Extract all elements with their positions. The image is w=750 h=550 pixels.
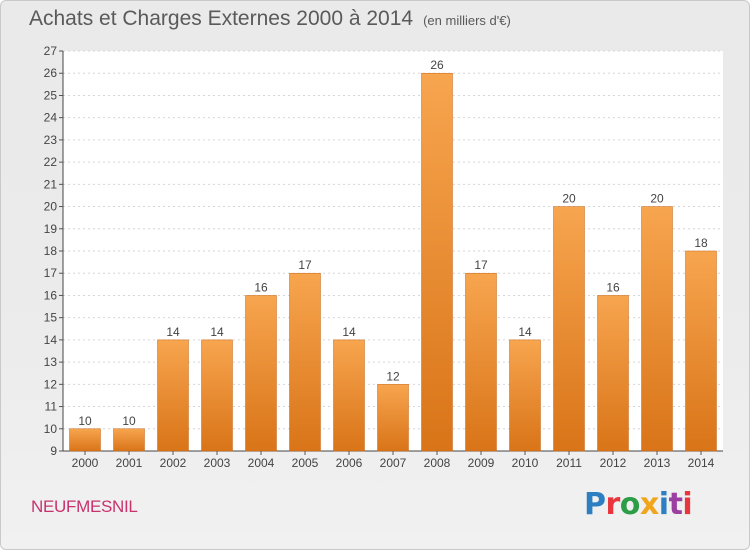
bar-2009: [465, 272, 497, 452]
place-name: NEUFMESNIL: [31, 497, 138, 516]
bar-2013: [641, 206, 673, 452]
value-label-2007: 12: [386, 369, 400, 383]
y-tick-label: 10: [44, 422, 58, 436]
y-tick-label: 27: [44, 44, 58, 58]
y-tick-label: 14: [44, 333, 58, 347]
value-label-2000: 10: [78, 414, 92, 428]
chart-title: Achats et Charges Externes 2000 à 2014 (e…: [29, 7, 511, 31]
x-tick-label-2006: 2006: [336, 456, 363, 470]
x-tick-label-2001: 2001: [116, 456, 143, 470]
bar-2007: [377, 384, 409, 452]
x-tick-label-2009: 2009: [468, 456, 495, 470]
value-label-2012: 16: [606, 280, 620, 294]
y-tick-label: 16: [44, 288, 58, 302]
y-tick-label: 11: [45, 400, 58, 414]
bars: [69, 72, 717, 452]
bar-2003: [201, 339, 233, 452]
proxiti-logo: Proxiti: [584, 487, 693, 522]
logo-letter: r: [605, 487, 621, 522]
x-tick-label-2000: 2000: [72, 456, 99, 470]
value-label-2011: 20: [562, 192, 576, 206]
y-tick-label: 12: [44, 377, 58, 391]
y-tick-label: 21: [44, 177, 58, 191]
x-tick-label-2005: 2005: [292, 456, 319, 470]
bar-2006: [333, 339, 365, 452]
x-tick-label-2012: 2012: [600, 456, 627, 470]
bar-2005: [289, 272, 321, 452]
value-label-2008: 26: [430, 58, 444, 72]
x-tick-label-2010: 2010: [512, 456, 539, 470]
chart-title-text: Achats et Charges Externes 2000 à 2014: [29, 7, 414, 30]
value-label-2002: 14: [166, 325, 180, 339]
y-tick-label: 9: [50, 444, 57, 458]
value-label-2003: 14: [210, 325, 224, 339]
value-label-2005: 17: [298, 258, 312, 272]
x-tick-label-2002: 2002: [160, 456, 187, 470]
logo-letter: t: [668, 487, 683, 522]
y-tick-label: 23: [44, 133, 58, 147]
value-label-2001: 10: [122, 414, 136, 428]
labels: 9 10 11 12 13 14 15 16 17 18 19 20 21 22 23 24 25 26 27 10 2…: [44, 44, 715, 470]
value-label-2010: 14: [518, 325, 532, 339]
x-tick-label-2008: 2008: [424, 456, 451, 470]
y-tick-label: 24: [44, 111, 58, 125]
bar-2012: [597, 295, 629, 452]
bar-2010: [509, 339, 541, 452]
bar-2002: [157, 339, 189, 452]
y-tick-label: 26: [44, 66, 58, 80]
logo-letter: x: [639, 487, 659, 522]
value-label-2004: 16: [254, 280, 268, 294]
value-label-2013: 20: [650, 192, 664, 206]
y-tick-label: 18: [44, 244, 58, 258]
logo-letter: i: [658, 487, 669, 522]
y-tick-label: 22: [44, 155, 58, 169]
y-tick-label: 13: [44, 355, 58, 369]
x-tick-label-2003: 2003: [204, 456, 231, 470]
x-tick-label-2013: 2013: [644, 456, 671, 470]
x-tick-label-2004: 2004: [248, 456, 275, 470]
x-tick-label-2014: 2014: [688, 456, 715, 470]
value-label-2009: 17: [474, 258, 488, 272]
bar-2001: [113, 428, 145, 452]
logo-letter: i: [682, 487, 693, 522]
y-tick-label: 19: [44, 222, 58, 236]
logo-letter: P: [584, 487, 606, 522]
x-tick-label-2007: 2007: [380, 456, 407, 470]
y-tick-label: 15: [44, 311, 58, 325]
value-label-2014: 18: [694, 236, 708, 250]
bar-2004: [245, 295, 277, 452]
y-tick-label: 17: [44, 266, 58, 280]
y-tick-label: 25: [44, 88, 58, 102]
bar-2011: [553, 206, 585, 452]
bar-2008: [421, 72, 453, 452]
bar-2000: [69, 428, 101, 452]
value-label-2006: 14: [342, 325, 356, 339]
bar-2014: [685, 250, 717, 452]
chart-subtitle: (en milliers d'€): [423, 13, 511, 28]
logo-letter: o: [619, 487, 641, 522]
x-tick-label-2011: 2011: [556, 456, 582, 470]
y-tick-label: 20: [44, 200, 58, 214]
